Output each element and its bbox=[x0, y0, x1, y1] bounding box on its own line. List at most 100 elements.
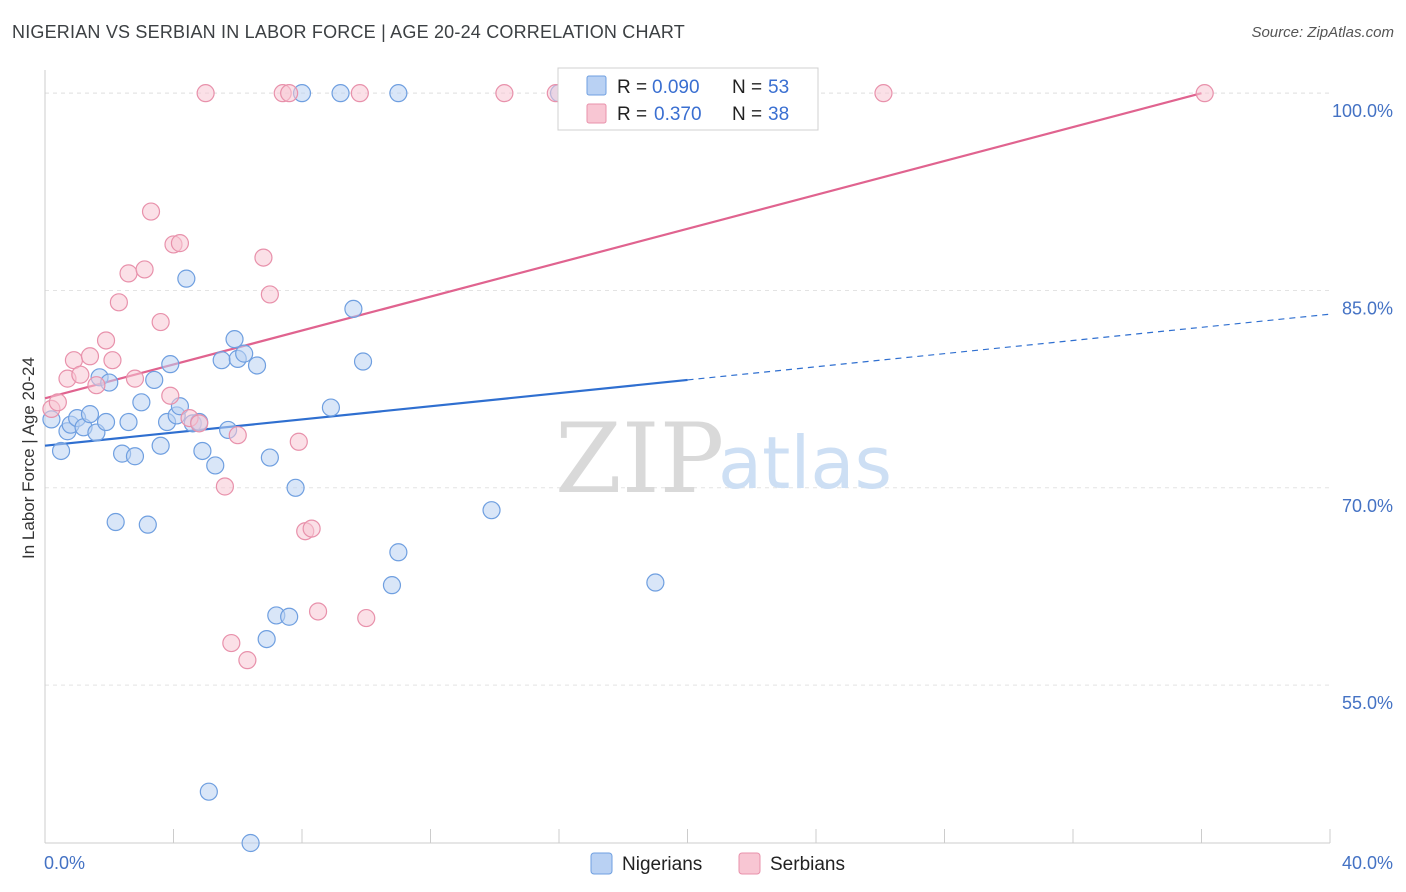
nigerian-point-17 bbox=[145, 370, 164, 390]
legend-n-value-1: 53 bbox=[768, 77, 789, 98]
y-tick-labels: 55.0% 70.0% 85.0% 100.0% bbox=[1332, 101, 1393, 713]
nigerian-point-14 bbox=[125, 447, 145, 466]
serbian-point-5 bbox=[80, 347, 100, 366]
trend-line-nigerians-extension bbox=[687, 313, 1331, 381]
nigerian-point-35 bbox=[247, 356, 267, 375]
legend-n-label-1: N = bbox=[732, 77, 762, 98]
nigerian-point-43 bbox=[331, 84, 350, 103]
serbian-point-17 bbox=[170, 234, 190, 253]
nigerian-point-52 bbox=[646, 573, 665, 592]
serbian-point-11 bbox=[125, 369, 145, 388]
nigerian-point-1 bbox=[51, 441, 71, 461]
legend-n-value-2: 38 bbox=[768, 104, 789, 125]
grid-lines bbox=[45, 92, 1330, 686]
serbian-point-19 bbox=[190, 414, 209, 433]
serbian-point-34 bbox=[495, 84, 514, 103]
nigerian-point-46 bbox=[382, 576, 402, 595]
nigerian-point-20 bbox=[161, 355, 180, 374]
legend-swatch-serbians bbox=[586, 103, 607, 124]
serbian-point-10 bbox=[119, 264, 138, 283]
nigerian-point-16 bbox=[138, 515, 157, 534]
watermark-atlas: atlas bbox=[718, 421, 892, 505]
nigerian-point-37 bbox=[260, 448, 279, 467]
serbian-point-15 bbox=[161, 386, 180, 405]
y-tick-label-3: 100.0% bbox=[1332, 101, 1393, 121]
serbian-point-6 bbox=[87, 376, 106, 395]
legend-r-value-1: 0.090 bbox=[652, 77, 700, 98]
nigerian-point-27 bbox=[199, 782, 218, 801]
nigerian-point-18 bbox=[151, 436, 170, 455]
y-axis-title: In Labor Force | Age 20-24 bbox=[19, 357, 38, 559]
nigerian-point-15 bbox=[132, 393, 151, 412]
legend-swatch-nigerians bbox=[586, 75, 607, 96]
serbian-point-9 bbox=[109, 293, 128, 312]
series-serbians-points bbox=[42, 84, 1214, 670]
nigerian-point-45 bbox=[353, 352, 373, 371]
nigerian-point-23 bbox=[177, 269, 196, 288]
nigerian-point-6 bbox=[80, 405, 100, 424]
serbian-point-36 bbox=[874, 84, 893, 103]
x-tick-labels: 0.0% 40.0% bbox=[44, 853, 1393, 873]
serbian-point-30 bbox=[302, 519, 321, 538]
trend-lines bbox=[44, 92, 1331, 447]
nigerian-point-29 bbox=[212, 351, 231, 370]
trend-line-nigerians bbox=[44, 378, 688, 447]
serbian-point-7 bbox=[96, 331, 116, 350]
serbian-point-13 bbox=[141, 202, 161, 221]
nigerian-point-11 bbox=[106, 512, 125, 532]
nigerian-point-31 bbox=[225, 330, 244, 349]
serbian-point-38 bbox=[289, 432, 308, 451]
nigerian-point-39 bbox=[280, 607, 299, 626]
series-legend-label-nigerians: Nigerians bbox=[622, 854, 702, 875]
nigerian-point-47 bbox=[389, 543, 408, 562]
legend-r-label-1: R = bbox=[617, 77, 647, 98]
y-tick-label-2: 85.0% bbox=[1342, 298, 1393, 318]
serbian-point-12 bbox=[135, 260, 154, 279]
serbian-point-28 bbox=[280, 84, 299, 103]
chart-title: NIGERIAN VS SERBIAN IN LABOR FORCE | AGE… bbox=[12, 22, 685, 42]
series-nigerians-points bbox=[42, 84, 665, 853]
source-label: Source: ZipAtlas.com bbox=[1251, 24, 1394, 41]
nigerian-point-42 bbox=[321, 398, 341, 417]
serbian-point-26 bbox=[260, 285, 279, 304]
nigerian-point-28 bbox=[206, 456, 225, 475]
serbian-point-22 bbox=[222, 633, 241, 653]
watermark: ZIP atlas bbox=[555, 403, 892, 515]
series-legend-swatch-serbians bbox=[738, 852, 761, 875]
serbian-point-37 bbox=[1195, 84, 1214, 103]
legend-r-label-2: R = bbox=[617, 104, 647, 125]
y-tick-label-1: 70.0% bbox=[1342, 496, 1393, 516]
serbian-point-8 bbox=[103, 351, 122, 370]
serbian-point-23 bbox=[228, 426, 247, 445]
series-legend: Nigerians Serbians bbox=[590, 852, 845, 875]
y-tick-label-0: 55.0% bbox=[1342, 693, 1393, 713]
x-tick-label-0: 0.0% bbox=[44, 853, 85, 873]
serbian-point-20 bbox=[196, 84, 215, 103]
serbian-point-21 bbox=[215, 477, 234, 496]
nigerian-point-36 bbox=[257, 629, 276, 649]
serbian-point-31 bbox=[308, 602, 328, 621]
nigerian-point-48 bbox=[389, 84, 408, 103]
nigerian-point-34 bbox=[241, 833, 260, 853]
nigerian-point-44 bbox=[344, 299, 363, 318]
legend-n-label-2: N = bbox=[732, 104, 762, 125]
serbian-point-32 bbox=[350, 84, 369, 103]
serbian-point-33 bbox=[357, 608, 376, 628]
nigerian-point-26 bbox=[193, 441, 212, 461]
legend-r-value-2: 0.370 bbox=[654, 104, 702, 125]
serbian-point-25 bbox=[254, 248, 273, 267]
nigerian-point-13 bbox=[119, 412, 138, 432]
nigerian-point-9 bbox=[96, 412, 116, 432]
serbian-point-4 bbox=[71, 365, 90, 384]
serbian-point-1 bbox=[48, 393, 67, 412]
nigerian-point-40 bbox=[286, 478, 305, 497]
serbian-point-14 bbox=[151, 312, 170, 332]
watermark-zip: ZIP bbox=[555, 403, 724, 515]
nigerian-point-49 bbox=[482, 501, 501, 520]
x-tick-label-1: 40.0% bbox=[1342, 853, 1393, 873]
series-legend-swatch-nigerians bbox=[590, 852, 613, 875]
serbian-point-24 bbox=[238, 651, 257, 670]
nigerian-point-33 bbox=[235, 344, 254, 363]
series-legend-label-serbians: Serbians bbox=[770, 854, 845, 875]
